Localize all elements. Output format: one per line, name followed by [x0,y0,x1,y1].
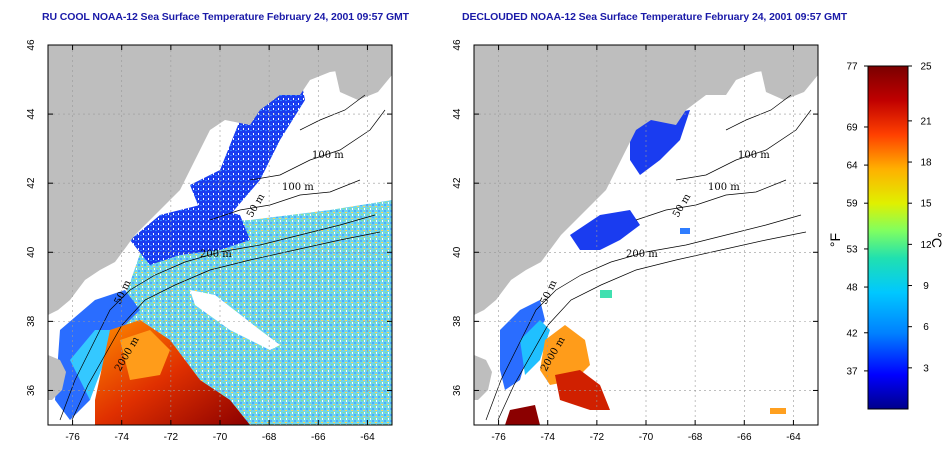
longitude-tick-label: -66 [311,432,326,443]
latitude-tick-label: 40 [26,246,37,258]
fahrenheit-tick-label: 48 [846,283,858,294]
celsius-tick-label: 18 [920,158,932,169]
right-contour-label: 100 m [738,150,770,161]
longitude-tick-label: -76 [65,432,80,443]
left-land [48,45,392,400]
longitude-tick-label: -68 [262,432,277,443]
celsius-tick-label: 15 [920,199,932,210]
left-map-title: RU COOL NOAA-12 Sea Surface Temperature … [42,11,409,23]
right-contour-label: 200 m [626,249,658,260]
right-map-title: DECLOUDED NOAA-12 Sea Surface Temperatur… [462,11,848,23]
right-map-axes: -76 -74 -72 -70 -68 -66 -64 36 38 40 42 44 46 [452,39,818,443]
right-contour-label: 100 m [708,182,740,193]
latitude-tick-label: 38 [452,315,463,327]
left-contour-label: 100 m [282,182,314,193]
celsius-tick-label: 9 [923,281,929,292]
right-land [474,45,818,400]
celsius-tick-label: 21 [920,116,932,127]
longitude-tick-label: -66 [737,432,752,443]
fahrenheit-tick-label: 59 [846,199,858,210]
fahrenheit-tick-label: 69 [846,122,858,133]
longitude-tick-label: -76 [491,432,506,443]
temperature-colorbar: 25 21 18 15 12 9 6 3 77 69 64 59 53 48 42 37 °F °C [827,62,945,410]
longitude-tick-label: -74 [114,432,129,443]
latitude-tick-label: 44 [452,108,463,120]
latitude-tick-label: 44 [26,108,37,120]
longitude-tick-label: -72 [590,432,605,443]
longitude-tick-label: -72 [164,432,179,443]
left-bathymetry-contours [59,94,386,421]
latitude-tick-label: 36 [26,384,37,396]
fahrenheit-tick-label: 53 [846,244,858,255]
latitude-tick-label: 40 [452,246,463,258]
colorbar-gradient [867,65,909,410]
latitude-tick-label: 46 [452,39,463,51]
right-sst-field [500,110,786,425]
right-bathymetry-contours [485,94,812,421]
celsius-unit-label: °C [929,232,945,248]
longitude-tick-label: -68 [688,432,703,443]
fahrenheit-tick-label: 77 [846,62,858,73]
fahrenheit-unit-label: °F [827,233,843,247]
fahrenheit-tick-label: 42 [846,328,858,339]
latitude-tick-label: 38 [26,315,37,327]
longitude-tick-label: -70 [639,432,654,443]
right-map-panel: 100 m 100 m 50 m 200 m 50 m 2000 m -76 -7… [452,39,819,443]
left-map-axes: -76 -74 -72 -70 -68 -66 -64 36 38 40 42 44 46 [26,39,392,443]
latitude-tick-label: 46 [26,39,37,51]
latitude-tick-label: 42 [26,177,37,189]
colorbar-ticks: 25 21 18 15 12 9 6 3 77 69 64 59 53 48 42 37 [846,62,932,378]
fahrenheit-tick-label: 64 [846,161,858,172]
celsius-tick-label: 6 [923,322,929,333]
longitude-tick-label: -74 [540,432,555,443]
longitude-tick-label: -64 [360,432,375,443]
left-contour-label: 200 m [200,249,232,260]
left-contour-label: 100 m [312,150,344,161]
longitude-tick-label: -64 [786,432,801,443]
latitude-tick-label: 36 [452,384,463,396]
celsius-tick-label: 25 [920,62,932,73]
celsius-tick-label: 12 [920,240,932,251]
celsius-tick-label: 3 [923,363,929,374]
left-map-panel: 100 m 100 m 50 m 200 m 50 m 2000 m -76 -7… [26,39,393,443]
latitude-tick-label: 42 [452,177,463,189]
fahrenheit-tick-label: 37 [846,366,858,377]
longitude-tick-label: -70 [213,432,228,443]
left-sst-field [55,75,392,425]
